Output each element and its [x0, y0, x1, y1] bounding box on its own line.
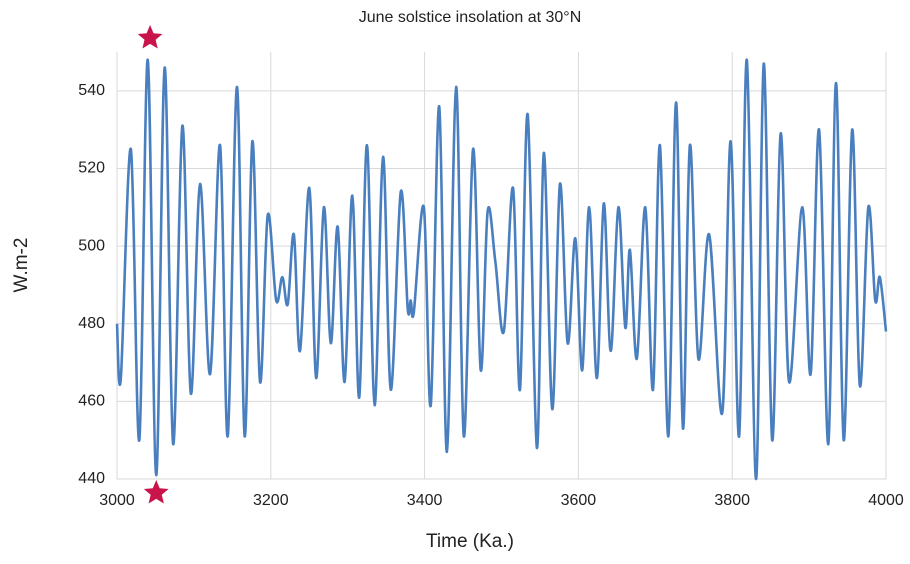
line-series	[115, 58, 888, 481]
x-tick-label: 3000	[99, 492, 135, 509]
y-tick-label: 480	[78, 315, 105, 332]
star-marker	[137, 25, 163, 49]
x-tick-label: 4000	[868, 492, 904, 509]
y-tick-label: 540	[78, 82, 105, 99]
x-axis-label: Time (Ka.)	[426, 531, 514, 552]
x-tick-label: 3400	[407, 492, 443, 509]
y-tick-label: 520	[78, 160, 105, 177]
star-marker	[143, 480, 169, 504]
x-tick-label: 3200	[253, 492, 289, 509]
x-tick-label: 3600	[561, 492, 597, 509]
y-tick-label: 460	[78, 393, 105, 410]
y-tick-label: 500	[78, 237, 105, 254]
chart-title: June solstice insolation at 30°N	[359, 9, 582, 26]
y-tick-label: 440	[78, 470, 105, 487]
y-axis-label: W.m-2	[11, 238, 32, 293]
x-tick-label: 3800	[714, 492, 750, 509]
